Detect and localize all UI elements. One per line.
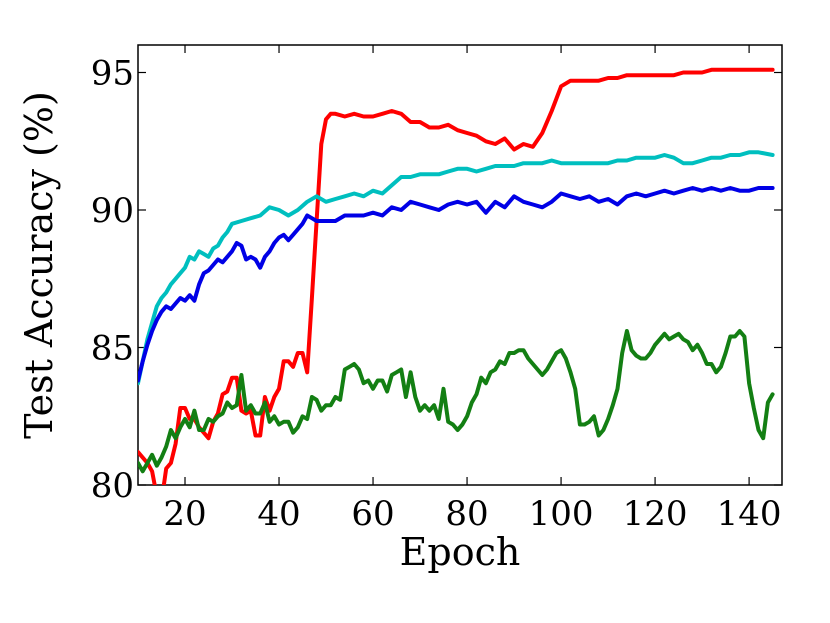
x-tick-label: 60 bbox=[351, 494, 394, 534]
tick-labels: 20 40 60 80 100 120 140 80 85 90 95 bbox=[91, 54, 782, 535]
y-axis-label: Test Accuracy (%) bbox=[17, 91, 61, 439]
series-line-1 bbox=[138, 67, 775, 485]
x-tick-label: 20 bbox=[163, 494, 206, 534]
x-tick-label: 80 bbox=[445, 494, 488, 534]
y-tick-label: 90 bbox=[91, 191, 134, 231]
x-tick-label: 100 bbox=[529, 494, 594, 534]
series-line-3 bbox=[138, 186, 775, 383]
x-tick-label: 140 bbox=[717, 494, 782, 534]
series-lines bbox=[138, 67, 775, 485]
y-tick-label: 95 bbox=[91, 54, 134, 94]
y-tick-label: 80 bbox=[91, 466, 134, 506]
x-tick-label: 40 bbox=[257, 494, 300, 534]
x-axis-label: Epoch bbox=[400, 530, 521, 574]
plot-frame bbox=[137, 44, 783, 486]
x-tick-label: 120 bbox=[623, 494, 688, 534]
series-line-4 bbox=[138, 329, 775, 474]
y-tick-label: 85 bbox=[91, 329, 134, 369]
series-line-2 bbox=[138, 150, 775, 386]
axis-ticks bbox=[138, 45, 782, 486]
